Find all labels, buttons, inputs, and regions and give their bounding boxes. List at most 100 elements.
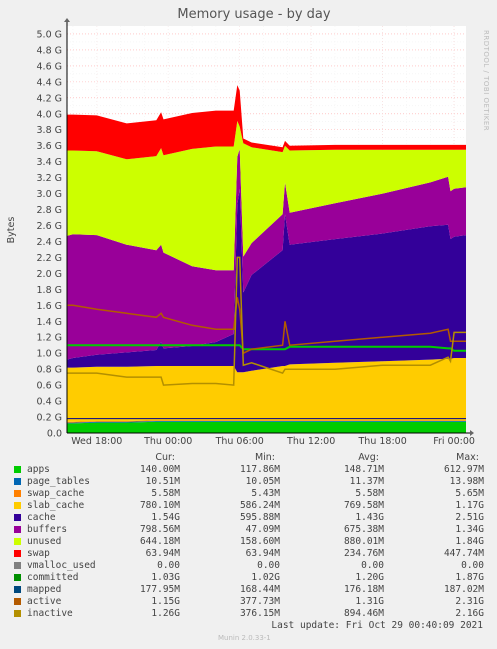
header-avg: Avg: [358, 452, 379, 463]
legend-avg-value: 880.01M [343, 536, 384, 547]
x-tick-label: Thu 18:00 [358, 436, 407, 447]
legend-label: cache [27, 512, 56, 523]
y-tick-label: 3.2 G [37, 173, 63, 184]
y-tick-label: 1.0 G [37, 349, 63, 360]
legend-avg-value: 148.71M [343, 464, 384, 475]
legend-min-value: 377.73M [239, 596, 280, 607]
legend-max-value: 447.74M [443, 548, 484, 559]
memory-chart: Memory usage - by day Bytes RRDTOOL / TO… [6, 7, 490, 447]
legend-item-page_tables: page_tables 10.51M 10.05M 11.37M 13.98M [0, 476, 497, 488]
last-update: Last update: Fri Oct 29 00:40:09 2021 [271, 620, 483, 631]
legend-max-value: 0.00 [461, 560, 484, 571]
legend-cur-value: 177.95M [139, 584, 180, 595]
legend-cur-value: 1.54G [151, 512, 180, 523]
header-cur: Cur: [155, 452, 175, 463]
legend-max-value: 612.97M [443, 464, 484, 475]
legend-item-apps: apps 140.00M 117.86M 148.71M 612.97M [0, 464, 497, 476]
y-tick-label: 5.0 G [37, 29, 63, 40]
legend-cur-value: 10.51M [145, 476, 180, 487]
axes: 0.0 0.2 G 0.4 G 0.6 G 0.8 G 1.0 G 1.2 G 1.4 G 1.… [37, 18, 475, 447]
legend-avg-value: 11.37M [349, 476, 384, 487]
rrdtool-credit: RRDTOOL / TOBI OETIKER [482, 30, 490, 131]
legend: Cur: Min: Avg: Max: apps 140.00M 117.86M 14… [0, 452, 497, 620]
y-axis-arrow-icon [64, 18, 70, 22]
y-tick-label: 1.8 G [37, 285, 63, 296]
legend-swatch [14, 502, 21, 509]
legend-max-value: 5.65M [455, 488, 484, 499]
legend-item-slab_cache: slab_cache 780.10M 586.24M 769.58M 1.17G [0, 500, 497, 512]
legend-swatch [14, 550, 21, 557]
line-inactive [67, 256, 466, 386]
stacked-areas [67, 85, 466, 433]
legend-min-value: 586.24M [239, 500, 280, 511]
x-tick-label: Thu 00:00 [143, 436, 192, 447]
legend-label: slab_cache [27, 500, 85, 511]
y-tick-label: 4.2 G [37, 93, 63, 104]
legend-label: page_tables [27, 476, 90, 487]
y-tick-label: 3.8 G [37, 125, 63, 136]
legend-item-mapped: mapped 177.95M 168.44M 176.18M 187.02M [0, 584, 497, 596]
legend-max-value: 1.17G [455, 500, 484, 511]
legend-item-inactive: inactive 1.26G 376.15M 894.46M 2.16G [0, 608, 497, 620]
legend-swatch [14, 514, 21, 521]
y-tick-label: 2.8 G [37, 205, 63, 216]
legend-swatch [14, 562, 21, 569]
x-tick-label: Wed 18:00 [71, 436, 122, 447]
legend-label: inactive [27, 608, 73, 619]
legend-avg-value: 1.20G [355, 572, 384, 583]
legend-min-value: 10.05M [245, 476, 280, 487]
legend-min-value: 376.15M [239, 608, 280, 619]
area-swap [67, 85, 466, 160]
y-tick-label: 0.6 G [37, 381, 63, 392]
chart-title: Memory usage - by day [177, 7, 330, 22]
munin-version: Munin 2.0.33-1 [218, 634, 271, 642]
header-min: Min: [254, 452, 275, 463]
legend-label: buffers [27, 524, 68, 535]
legend-max-value: 13.98M [449, 476, 484, 487]
legend-label: unused [27, 536, 62, 547]
legend-cur-value: 644.18M [139, 536, 180, 547]
y-tick-label: 2.4 G [37, 237, 63, 248]
legend-max-value: 1.87G [455, 572, 484, 583]
legend-swatch [14, 598, 21, 605]
legend-avg-value: 769.58M [343, 500, 384, 511]
line-series [67, 256, 466, 420]
legend-swatch [14, 478, 21, 485]
legend-cur-value: 798.56M [139, 524, 180, 535]
y-tick-label: 2.0 G [37, 269, 63, 280]
legend-min-value: 595.88M [239, 512, 280, 523]
y-tick-label: 0.4 G [37, 397, 63, 408]
legend-item-committed: committed 1.03G 1.02G 1.20G 1.87G [0, 572, 497, 584]
legend-cur-value: 780.10M [139, 500, 180, 511]
legend-label: mapped [27, 584, 62, 595]
area-swap_cache [67, 420, 466, 423]
legend-min-value: 117.86M [239, 464, 280, 475]
y-tick-label: 0.2 G [37, 413, 63, 424]
legend-max-value: 2.16G [455, 608, 484, 619]
legend-swatch [14, 466, 21, 473]
legend-avg-value: 0.00 [361, 560, 384, 571]
y-tick-label: 3.4 G [37, 157, 63, 168]
legend-header: Cur: Min: Avg: Max: [0, 452, 497, 464]
y-tick-label: 4.8 G [37, 45, 63, 56]
area-buffers [67, 148, 466, 360]
legend-item-vmalloc_used: vmalloc_used 0.00 0.00 0.00 0.00 [0, 560, 497, 572]
legend-avg-value: 176.18M [343, 584, 384, 595]
area-page_tables [67, 421, 466, 424]
legend-label: active [27, 596, 62, 607]
legend-item-swap: swap 63.94M 63.94M 234.76M 447.74M [0, 548, 497, 560]
legend-max-value: 1.34G [455, 524, 484, 535]
y-tick-label: 1.6 G [37, 301, 63, 312]
legend-min-value: 5.43M [251, 488, 280, 499]
legend-max-value: 1.84G [455, 536, 484, 547]
legend-min-value: 47.09M [245, 524, 280, 535]
area-apps [67, 421, 466, 433]
legend-swatch [14, 490, 21, 497]
legend-min-value: 63.94M [245, 548, 280, 559]
legend-rows: apps 140.00M 117.86M 148.71M 612.97M page_tab… [0, 464, 497, 620]
legend-avg-value: 1.31G [355, 596, 384, 607]
legend-avg-value: 894.46M [343, 608, 384, 619]
legend-max-value: 2.51G [455, 512, 484, 523]
legend-cur-value: 0.00 [157, 560, 180, 571]
legend-min-value: 1.02G [251, 572, 280, 583]
